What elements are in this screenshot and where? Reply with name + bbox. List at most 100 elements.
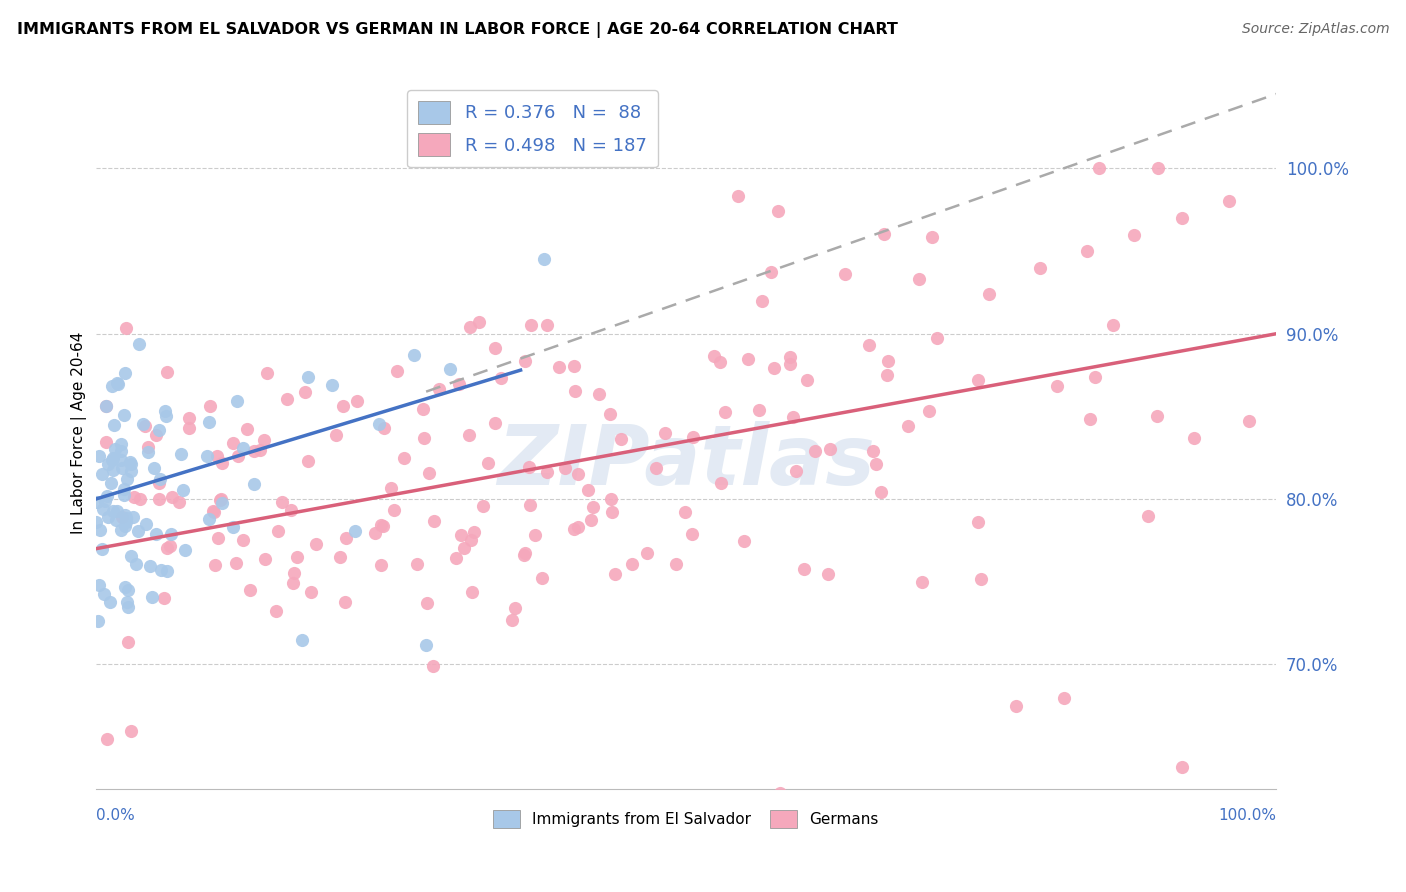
Point <box>503 600 526 615</box>
Point <box>142 461 165 475</box>
Point <box>416 596 439 610</box>
Point <box>536 318 558 332</box>
Point <box>136 440 159 454</box>
Point <box>236 422 259 436</box>
Point <box>249 443 271 458</box>
Point <box>93 587 115 601</box>
Point <box>582 500 605 515</box>
Point <box>132 417 155 431</box>
Point <box>101 379 124 393</box>
Point <box>239 582 262 597</box>
Point <box>128 336 150 351</box>
Point <box>620 557 643 571</box>
Point <box>763 361 786 376</box>
Point <box>221 520 243 534</box>
Text: 100.0%: 100.0% <box>1218 808 1277 822</box>
Point <box>111 461 134 475</box>
Point <box>1084 370 1107 384</box>
Point <box>333 595 356 609</box>
Point <box>1046 378 1069 392</box>
Point <box>664 557 686 571</box>
Point <box>264 604 287 618</box>
Point <box>699 793 721 807</box>
Point <box>876 368 898 383</box>
Point <box>198 511 221 525</box>
Point <box>232 533 254 548</box>
Point <box>276 392 298 407</box>
Point <box>970 572 993 586</box>
Point <box>966 515 988 529</box>
Point <box>136 445 159 459</box>
Point <box>281 576 304 591</box>
Point <box>211 495 233 509</box>
Point <box>484 416 506 430</box>
Point <box>172 483 194 497</box>
Point <box>103 451 125 466</box>
Point <box>101 504 124 518</box>
Point <box>520 318 543 333</box>
Point <box>382 502 405 516</box>
Point <box>114 518 136 533</box>
Point <box>107 376 129 390</box>
Point <box>139 559 162 574</box>
Point <box>173 542 195 557</box>
Point <box>862 443 884 458</box>
Point <box>231 442 253 456</box>
Point <box>484 341 506 355</box>
Point <box>461 585 484 599</box>
Point <box>97 457 120 471</box>
Point <box>793 561 815 575</box>
Point <box>114 366 136 380</box>
Point <box>418 466 440 480</box>
Point <box>897 419 920 434</box>
Point <box>226 449 249 463</box>
Point <box>103 417 125 432</box>
Point <box>1170 211 1192 225</box>
Point <box>91 541 114 556</box>
Point <box>150 563 173 577</box>
Point <box>524 528 547 542</box>
Point <box>256 366 278 380</box>
Point <box>908 271 931 285</box>
Point <box>112 408 135 422</box>
Point <box>513 354 536 368</box>
Point <box>87 449 110 463</box>
Point <box>530 571 553 585</box>
Point <box>114 321 136 335</box>
Point <box>101 463 124 477</box>
Point <box>468 315 491 329</box>
Point <box>141 590 163 604</box>
Point <box>127 524 149 538</box>
Point <box>713 405 735 419</box>
Point <box>110 453 132 467</box>
Point <box>1005 698 1028 713</box>
Point <box>198 399 221 413</box>
Point <box>159 527 181 541</box>
Point <box>156 365 179 379</box>
Point <box>1088 161 1111 176</box>
Text: ZIPatlas: ZIPatlas <box>496 421 875 502</box>
Point <box>98 595 121 609</box>
Point <box>364 525 387 540</box>
Point <box>782 410 804 425</box>
Point <box>110 523 132 537</box>
Point <box>204 558 226 572</box>
Point <box>148 423 170 437</box>
Point <box>748 403 770 417</box>
Point <box>877 354 900 368</box>
Point <box>512 548 534 562</box>
Point <box>751 293 773 308</box>
Point <box>870 484 893 499</box>
Point <box>412 401 434 416</box>
Point <box>252 433 274 447</box>
Point <box>135 517 157 532</box>
Point <box>477 456 499 470</box>
Point <box>280 502 302 516</box>
Point <box>779 357 801 371</box>
Point <box>709 355 731 369</box>
Point <box>818 442 841 457</box>
Point <box>87 614 110 628</box>
Point <box>817 566 839 581</box>
Point <box>1146 409 1168 424</box>
Point <box>370 558 392 572</box>
